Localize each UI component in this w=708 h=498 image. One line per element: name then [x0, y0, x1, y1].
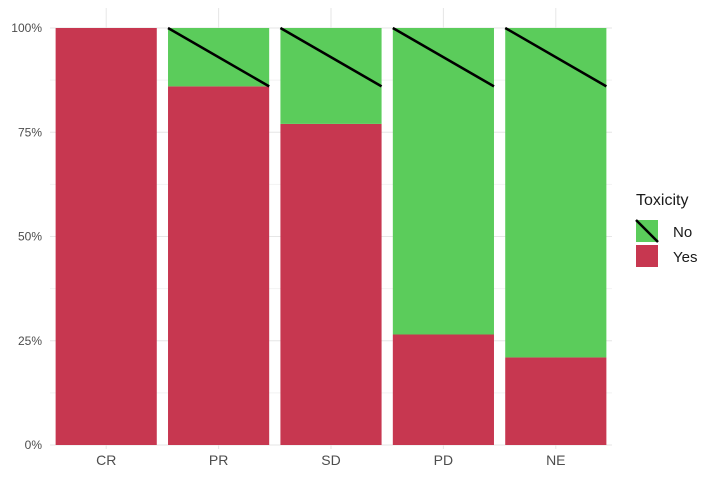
bar-yes-ne	[505, 357, 607, 445]
x-tick-label: NE	[546, 452, 565, 468]
bar-yes-pd	[392, 334, 494, 445]
bar-outline-stroke	[167, 26, 270, 88]
bar-outline-stroke	[279, 26, 383, 88]
y-axis: 0% 25% 50% 75% 100%	[11, 21, 42, 452]
bar-no-ne	[505, 28, 607, 358]
bar-no-sd	[280, 28, 382, 124]
legend: Toxicity No Yes	[635, 192, 697, 267]
legend-label-yes: Yes	[673, 249, 697, 266]
bar-outline-stroke	[392, 26, 495, 88]
bar-yes-pr	[168, 86, 270, 445]
x-tick-label: CR	[96, 452, 116, 468]
y-tick-label: 25%	[18, 334, 42, 348]
bar-yes-sd	[280, 123, 382, 445]
legend-key-stroke	[635, 219, 659, 243]
legend-key-yes	[636, 245, 658, 267]
y-tick-label: 100%	[11, 21, 42, 35]
x-tick-label: SD	[321, 452, 340, 468]
y-tick-label: 50%	[18, 230, 42, 244]
legend-title: Toxicity	[636, 192, 688, 209]
y-tick-label: 0%	[25, 438, 43, 452]
y-tick-label: 75%	[18, 125, 42, 139]
legend-label-no: No	[673, 224, 692, 241]
bar-no-pd	[392, 28, 494, 335]
bar-yes-cr	[55, 28, 157, 445]
bar-outline-stroke	[504, 26, 608, 88]
x-tick-label: PD	[434, 452, 453, 468]
bars	[55, 26, 608, 445]
x-axis: CR PR SD PD NE	[96, 452, 565, 468]
x-tick-label: PR	[209, 452, 228, 468]
